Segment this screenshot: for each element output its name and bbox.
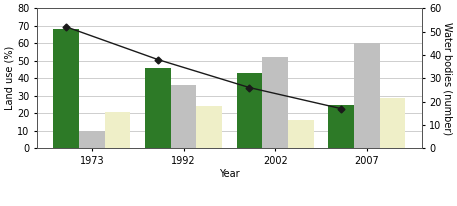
X-axis label: Year: Year — [219, 169, 239, 179]
Bar — [105, 111, 130, 148]
Bar — [288, 120, 314, 148]
Y-axis label: Land use (%): Land use (%) — [4, 46, 14, 110]
Bar — [53, 29, 79, 148]
Bar — [262, 57, 288, 148]
Bar — [145, 68, 171, 148]
Y-axis label: Water bodies (number): Water bodies (number) — [443, 22, 453, 135]
Bar — [354, 43, 380, 148]
Bar — [328, 104, 354, 148]
Bar — [380, 97, 405, 148]
Bar — [237, 73, 262, 148]
Bar — [197, 106, 222, 148]
Bar — [79, 131, 105, 148]
Bar — [171, 85, 197, 148]
